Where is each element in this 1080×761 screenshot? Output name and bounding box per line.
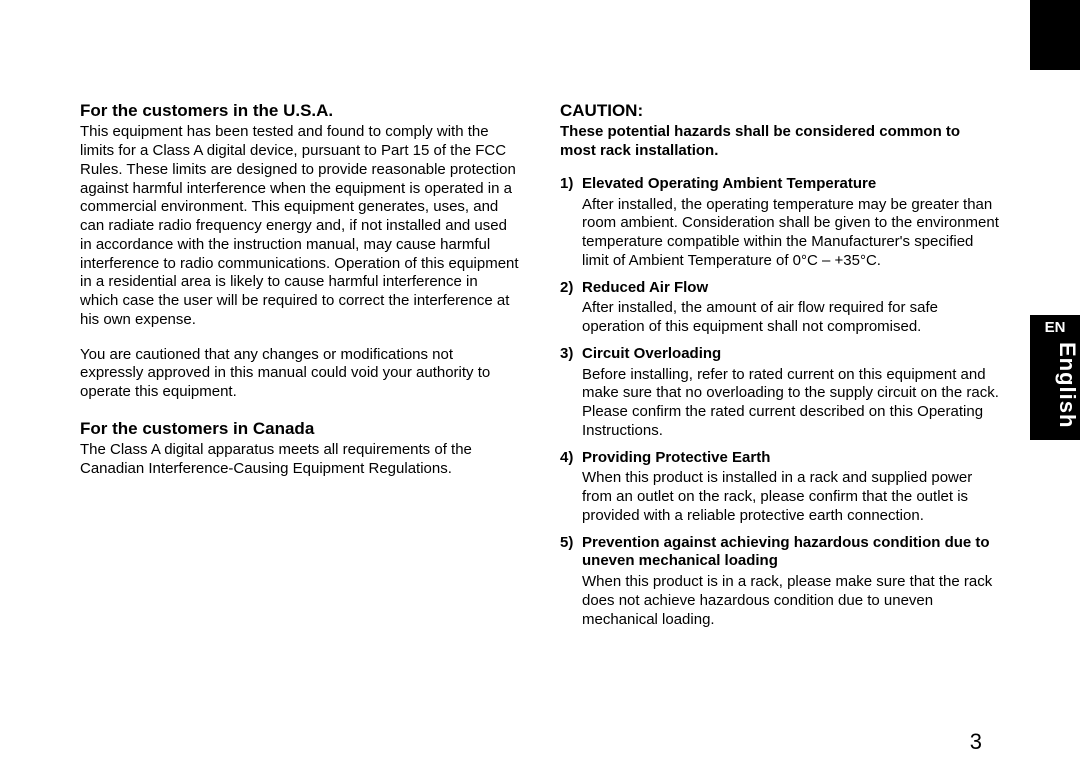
left-column: For the customers in the U.S.A. This equ… [80,100,520,637]
canada-para: The Class A digital apparatus meets all … [80,441,520,479]
usa-heading: For the customers in the U.S.A. [80,100,520,121]
usa-para-1: This equipment has been tested and found… [80,123,520,329]
caution-item-heading: Prevention against achieving hazardous c… [582,534,1000,572]
caution-item-number: 5) [560,534,582,572]
right-column: CAUTION: These potential hazards shall b… [560,100,1000,637]
caution-heading: CAUTION: [560,100,1000,121]
caution-item-number: 1) [560,175,582,194]
caution-item-number: 3) [560,345,582,364]
caution-item-heading: Providing Protective Earth [582,449,770,468]
caution-item-body: When this product is in a rack, please m… [582,573,1000,629]
caution-list: 1)Elevated Operating Ambient Temperature… [560,175,1000,630]
canada-heading: For the customers in Canada [80,418,520,439]
language-tab: EN English [1030,315,1080,440]
caution-item: 1)Elevated Operating Ambient Temperature [560,175,1000,194]
lang-code: EN [1030,319,1080,336]
caution-item: 4)Providing Protective Earth [560,449,1000,468]
caution-item-body: Before installing, refer to rated curren… [582,366,1000,441]
caution-item-number: 2) [560,279,582,298]
page-content: For the customers in the U.S.A. This equ… [80,100,1000,637]
page-number: 3 [970,729,982,755]
caution-item-body: When this product is installed in a rack… [582,469,1000,525]
caution-item-heading: Elevated Operating Ambient Temperature [582,175,876,194]
corner-black-bar [1030,0,1080,70]
caution-intro: These potential hazards shall be conside… [560,123,1000,161]
usa-para-2: You are cautioned that any changes or mo… [80,346,520,402]
caution-item: 3)Circuit Overloading [560,345,1000,364]
caution-item-heading: Circuit Overloading [582,345,721,364]
caution-item: 2)Reduced Air Flow [560,279,1000,298]
lang-name: English [1030,340,1080,440]
caution-item: 5)Prevention against achieving hazardous… [560,534,1000,572]
caution-item-body: After installed, the operating temperatu… [582,196,1000,271]
caution-item-heading: Reduced Air Flow [582,279,708,298]
caution-item-number: 4) [560,449,582,468]
caution-item-body: After installed, the amount of air flow … [582,299,1000,337]
